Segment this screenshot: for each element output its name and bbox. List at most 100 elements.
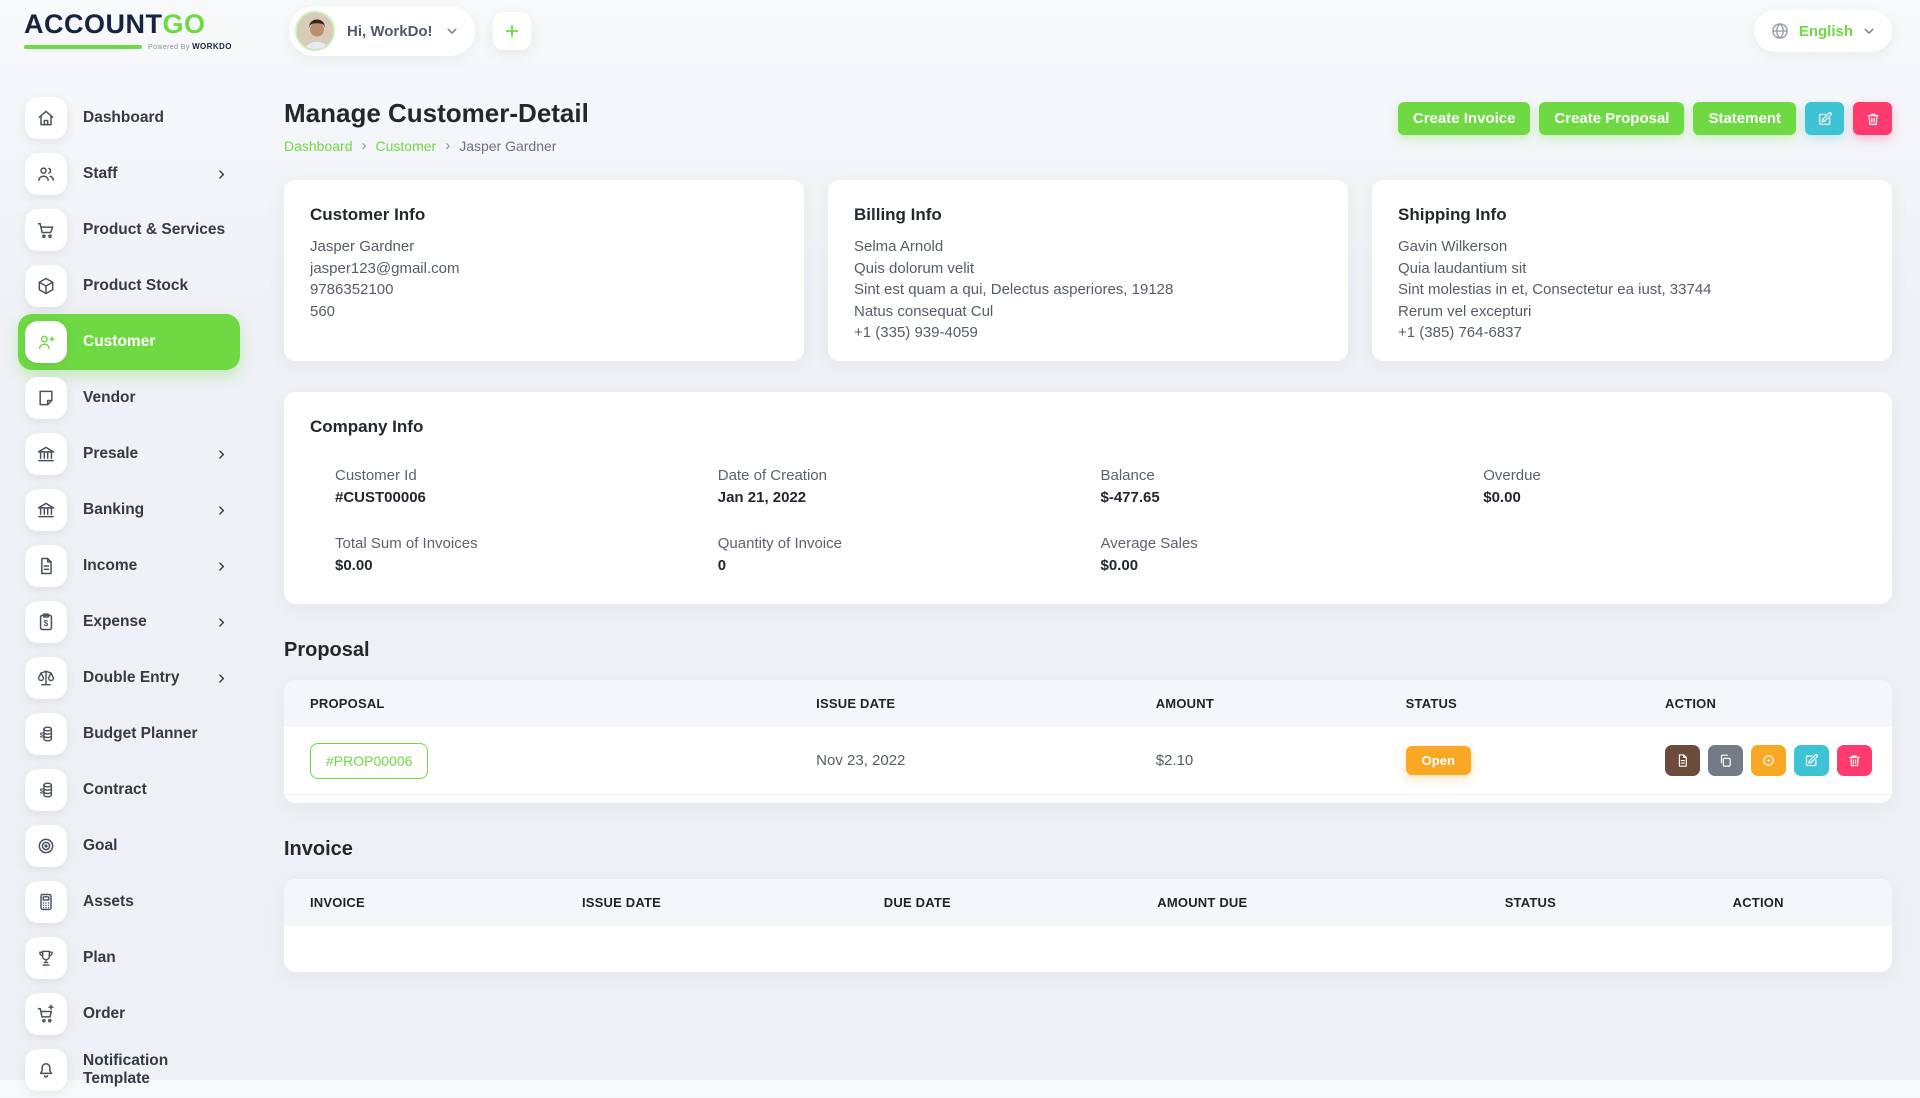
note-icon	[25, 377, 67, 419]
sidebar-item-vendor[interactable]: Vendor	[18, 370, 240, 426]
billing-name: Selma Arnold	[854, 238, 944, 255]
billing-address-1: Quis dolorum velit	[854, 259, 975, 277]
field-overdue: Overdue $0.00	[1483, 467, 1541, 506]
chevron-right-icon	[215, 448, 228, 461]
trophy-icon	[25, 937, 67, 979]
sidebar-item-notification-template[interactable]: Notification Template	[18, 1042, 240, 1098]
status-badge: Open	[1405, 746, 1471, 775]
logo-text-accent: GO	[162, 9, 206, 39]
file-text-icon	[25, 545, 67, 587]
delete-proposal-button[interactable]	[1837, 745, 1873, 776]
users-icon	[25, 153, 67, 195]
billing-phone: +1 (335) 939-4059	[854, 324, 978, 342]
sidebar-item-goal[interactable]: Goal	[18, 818, 240, 874]
delete-customer-button[interactable]	[1853, 102, 1892, 135]
sidebar-item-customer[interactable]: Customer	[18, 314, 240, 370]
sidebar-item-product-stock[interactable]: Product Stock	[18, 258, 240, 314]
breadcrumb-customer[interactable]: Customer	[375, 137, 437, 154]
breadcrumb-dashboard[interactable]: Dashboard	[284, 137, 353, 154]
app-logo: ACCOUNTGO Powered By WORKDO	[24, 11, 259, 51]
sidebar-item-expense[interactable]: Expense	[18, 594, 240, 650]
user-plus-icon	[25, 321, 67, 363]
customer-tax: 560	[310, 302, 336, 320]
quick-add-button[interactable]	[492, 12, 531, 50]
sidebar-item-budget-planner[interactable]: Budget Planner	[18, 706, 240, 762]
pencil-icon	[1817, 111, 1833, 127]
edit-proposal-button[interactable]	[1794, 745, 1830, 776]
top-bar: ACCOUNTGO Powered By WORKDO Hi, WorkDo! …	[0, 0, 1920, 62]
user-menu[interactable]: Hi, WorkDo!	[289, 6, 475, 56]
chevron-right-icon	[215, 504, 228, 517]
chevron-down-icon	[1862, 24, 1876, 38]
create-proposal-button[interactable]: Create Proposal	[1539, 102, 1685, 135]
calculator-icon	[25, 881, 67, 923]
globe-icon	[1770, 21, 1790, 41]
sidebar-item-assets[interactable]: Assets	[18, 874, 240, 930]
pencil-icon	[1804, 753, 1819, 768]
card-title: Customer Info	[310, 205, 426, 224]
duplicate-proposal-button[interactable]	[1665, 745, 1701, 776]
proposal-table: PROPOSAL ISSUE DATE AMOUNT STATUS ACTION…	[284, 680, 1892, 803]
sidebar-item-order[interactable]: Order	[18, 986, 240, 1042]
coins-icon	[25, 713, 67, 755]
page-title: Manage Customer-Detail	[284, 98, 589, 128]
breadcrumb-separator: ›	[361, 137, 367, 154]
bank-icon	[25, 489, 67, 531]
sidebar-item-banking[interactable]: Banking	[18, 482, 240, 538]
scale-icon	[25, 657, 67, 699]
company-info-card: Company Info Customer Id #CUST00006 Date…	[284, 392, 1892, 604]
powered-by-label: Powered By	[148, 44, 190, 51]
sidebar-item-contract[interactable]: Contract	[18, 762, 240, 818]
logo-text-primary: ACCOUNT	[24, 9, 163, 39]
customer-email: jasper123@gmail.com	[310, 259, 460, 277]
breadcrumb: Dashboard › Customer › Jasper Gardner	[284, 137, 589, 154]
main-content: Manage Customer-Detail Dashboard › Custo…	[284, 98, 1892, 972]
copy-icon	[1718, 753, 1733, 768]
sidebar: Dashboard Staff Product & Services Produ…	[0, 90, 248, 1098]
copy-proposal-button[interactable]	[1708, 745, 1744, 776]
powered-by-brand: WORKDO	[192, 42, 232, 51]
proposal-section-title: Proposal	[284, 639, 370, 661]
sidebar-item-staff[interactable]: Staff	[18, 146, 240, 202]
chevron-down-icon	[445, 24, 459, 38]
chevron-right-icon	[215, 672, 228, 685]
target-icon	[25, 825, 67, 867]
proposal-link[interactable]: #PROP00006	[310, 742, 429, 779]
home-icon	[25, 97, 67, 139]
create-invoice-button[interactable]: Create Invoice	[1397, 102, 1531, 135]
sidebar-item-product-services[interactable]: Product & Services	[18, 202, 240, 258]
shipping-address-2: Sint molestias in et, Consectetur ea ius…	[1398, 281, 1712, 299]
plus-icon	[503, 22, 521, 40]
logo-underline	[24, 44, 142, 49]
bank-icon	[25, 433, 67, 475]
package-icon	[25, 265, 67, 307]
field-date-of-creation: Date of Creation Jan 21, 2022	[717, 467, 827, 506]
card-title: Company Info	[310, 417, 424, 436]
invoice-table-header: INVOICE ISSUE DATE DUE DATE AMOUNT DUE S…	[284, 879, 1892, 926]
breadcrumb-current: Jasper Gardner	[459, 137, 557, 154]
customer-info-card: Customer Info Jasper Gardner jasper123@g…	[284, 180, 804, 361]
sidebar-item-plan[interactable]: Plan	[18, 930, 240, 986]
chevron-right-icon	[215, 560, 228, 573]
view-icon	[1761, 753, 1776, 768]
billing-address-3: Natus consequat Cul	[854, 302, 994, 320]
customer-phone: 9786352100	[310, 281, 394, 299]
edit-customer-button[interactable]	[1805, 102, 1844, 135]
field-total-sum-of-invoices: Total Sum of Invoices $0.00	[335, 535, 478, 574]
sidebar-item-presale[interactable]: Presale	[18, 426, 240, 482]
billing-address-2: Sint est quam a qui, Delectus asperiores…	[854, 281, 1174, 299]
shipping-phone: +1 (385) 764-6837	[1398, 324, 1522, 342]
bell-icon	[25, 1049, 67, 1091]
view-proposal-button[interactable]	[1751, 745, 1787, 776]
sidebar-item-dashboard[interactable]: Dashboard	[18, 90, 240, 146]
proposal-table-header: PROPOSAL ISSUE DATE AMOUNT STATUS ACTION	[284, 680, 1892, 727]
field-average-sales: Average Sales $0.00	[1100, 535, 1198, 574]
statement-button[interactable]: Statement	[1693, 102, 1796, 135]
coins-icon	[25, 769, 67, 811]
sidebar-item-double-entry[interactable]: Double Entry	[18, 650, 240, 706]
breadcrumb-separator: ›	[445, 137, 451, 154]
language-selector[interactable]: English	[1753, 10, 1892, 52]
chevron-right-icon	[215, 168, 228, 181]
field-balance: Balance $-477.65	[1100, 467, 1160, 506]
sidebar-item-income[interactable]: Income	[18, 538, 240, 594]
